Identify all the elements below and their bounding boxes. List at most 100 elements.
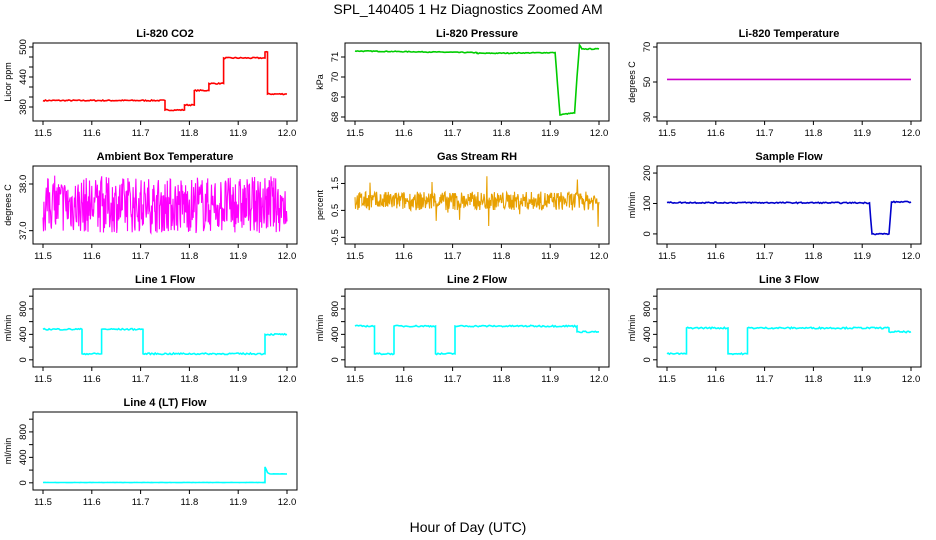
panel-title: Line 3 Flow xyxy=(759,274,819,286)
x-tick-label: 12.0 xyxy=(278,497,297,508)
y-tick-label: 50 xyxy=(642,77,653,88)
y-axis-label: ml/min xyxy=(3,438,13,465)
y-tick-label: 0.5 xyxy=(330,204,341,217)
x-tick-label: 11.5 xyxy=(346,128,364,139)
y-tick-label: -0.5 xyxy=(330,229,341,245)
x-tick-label: 11.7 xyxy=(444,128,462,139)
x-tick-label: 11.7 xyxy=(756,374,774,385)
y-tick-label: 440 xyxy=(18,69,29,85)
x-tick-label: 11.6 xyxy=(707,251,725,262)
x-tick-label: 12.0 xyxy=(278,374,297,385)
panel-1: Li-820 CO2 Licor ppm 11.5 11.6 11.7 11.8 11.9 1… xyxy=(3,28,298,139)
x-tick-label: 11.5 xyxy=(34,374,52,385)
x-tick-label: 11.6 xyxy=(395,251,413,262)
y-tick-label: 800 xyxy=(330,301,341,317)
x-tick-label: 11.9 xyxy=(229,497,247,508)
y-tick-label: 800 xyxy=(642,301,653,317)
x-tick-label: 11.8 xyxy=(493,251,511,262)
x-tick-label: 11.8 xyxy=(181,374,199,385)
x-tick-label: 11.8 xyxy=(493,374,511,385)
y-tick-label: 30 xyxy=(642,112,653,123)
y-tick-label: 69 xyxy=(330,92,341,103)
y-tick-label: 68 xyxy=(330,112,341,123)
y-axis-label: percent xyxy=(315,189,325,220)
x-tick-label: 11.5 xyxy=(658,251,676,262)
x-tick-label: 11.6 xyxy=(83,497,101,508)
plot-frame xyxy=(32,165,298,245)
y-axis-label: ml/min xyxy=(627,192,637,219)
series-line xyxy=(42,50,288,112)
y-tick-label: 70 xyxy=(330,72,341,83)
x-tick-label: 11.8 xyxy=(181,128,199,139)
x-tick-label: 11.7 xyxy=(132,374,150,385)
series-line xyxy=(666,326,912,356)
x-tick-label: 11.6 xyxy=(395,128,413,139)
panel-5: Gas Stream RH percent 11.5 11.6 11.7 11.8 11.9… xyxy=(315,151,610,262)
panel-title: Line 1 Flow xyxy=(135,274,195,286)
x-tick-label: 11.7 xyxy=(444,251,462,262)
y-tick-label: 400 xyxy=(642,326,653,342)
y-tick-label: 0 xyxy=(642,231,653,236)
y-axis-label: kPa xyxy=(315,74,325,90)
x-tick-label: 11.8 xyxy=(181,251,199,262)
series-line xyxy=(354,176,600,227)
y-tick-label: 0 xyxy=(18,480,29,485)
plot-frame xyxy=(344,42,610,122)
panel-title: Line 4 (LT) Flow xyxy=(124,397,207,409)
series-line xyxy=(42,175,288,235)
x-tick-label: 11.9 xyxy=(229,128,247,139)
panel-2: Li-820 Pressure kPa 11.5 11.6 11.7 11.8 11.9 12… xyxy=(315,28,610,139)
x-tick-label: 11.5 xyxy=(34,251,52,262)
y-tick-label: 100 xyxy=(642,196,653,212)
x-tick-label: 11.7 xyxy=(132,251,150,262)
x-tick-label: 12.0 xyxy=(278,251,297,262)
y-axis-label: degrees C xyxy=(3,184,13,226)
y-tick-label: 400 xyxy=(18,326,29,342)
panel-6: Sample Flow ml/min 11.5 11.6 11.7 11.8 11.9 12.… xyxy=(627,151,922,262)
x-tick-label: 11.5 xyxy=(34,128,52,139)
series-line xyxy=(354,324,600,356)
panel-title: Li-820 Temperature xyxy=(739,28,840,40)
y-tick-label: 200 xyxy=(642,165,653,181)
panel-9: Line 3 Flow ml/min 11.5 11.6 11.7 11.8 11.9 12.… xyxy=(627,274,922,385)
y-tick-label: 800 xyxy=(18,424,29,440)
plot-frame xyxy=(656,42,922,122)
x-tick-label: 12.0 xyxy=(590,374,609,385)
x-tick-label: 11.8 xyxy=(805,128,823,139)
x-tick-label: 11.7 xyxy=(132,497,150,508)
plot-frame xyxy=(32,288,298,368)
y-tick-label: 0 xyxy=(330,357,341,362)
x-tick-label: 11.8 xyxy=(805,374,823,385)
y-tick-label: 71 xyxy=(330,52,341,63)
y-axis-label: ml/min xyxy=(315,315,325,342)
x-tick-label: 11.6 xyxy=(83,251,101,262)
x-tick-label: 12.0 xyxy=(902,128,921,139)
plot-frame xyxy=(344,288,610,368)
x-tick-label: 11.9 xyxy=(229,374,247,385)
x-tick-label: 11.5 xyxy=(658,128,676,139)
x-tick-label: 11.8 xyxy=(805,251,823,262)
x-tick-label: 11.7 xyxy=(756,128,774,139)
panel-title: Li-820 Pressure xyxy=(436,28,518,40)
x-tick-label: 12.0 xyxy=(902,374,921,385)
panel-title: Ambient Box Temperature xyxy=(97,151,234,163)
series-line xyxy=(354,42,600,116)
y-tick-label: 1.5 xyxy=(330,177,341,190)
panel-8: Line 2 Flow ml/min 11.5 11.6 11.7 11.8 11.9 12.… xyxy=(315,274,610,385)
panel-3: Li-820 Temperature degrees C 11.5 11.6 11.7 1… xyxy=(627,28,922,139)
x-tick-label: 11.5 xyxy=(34,497,52,508)
x-tick-label: 11.5 xyxy=(346,374,364,385)
plot-frame xyxy=(32,42,298,122)
x-tick-label: 11.9 xyxy=(853,251,871,262)
x-tick-label: 11.6 xyxy=(83,128,101,139)
y-tick-label: 0 xyxy=(18,357,29,362)
x-tick-label: 11.5 xyxy=(346,251,364,262)
page-title: SPL_140405 1 Hz Diagnostics Zoomed AM xyxy=(333,1,602,17)
x-tick-label: 11.7 xyxy=(132,128,150,139)
y-tick-label: 70 xyxy=(642,42,653,53)
series-line xyxy=(666,200,912,236)
series-line xyxy=(42,327,288,356)
y-axis-label: Licor ppm xyxy=(3,62,13,102)
x-tick-label: 11.9 xyxy=(853,128,871,139)
